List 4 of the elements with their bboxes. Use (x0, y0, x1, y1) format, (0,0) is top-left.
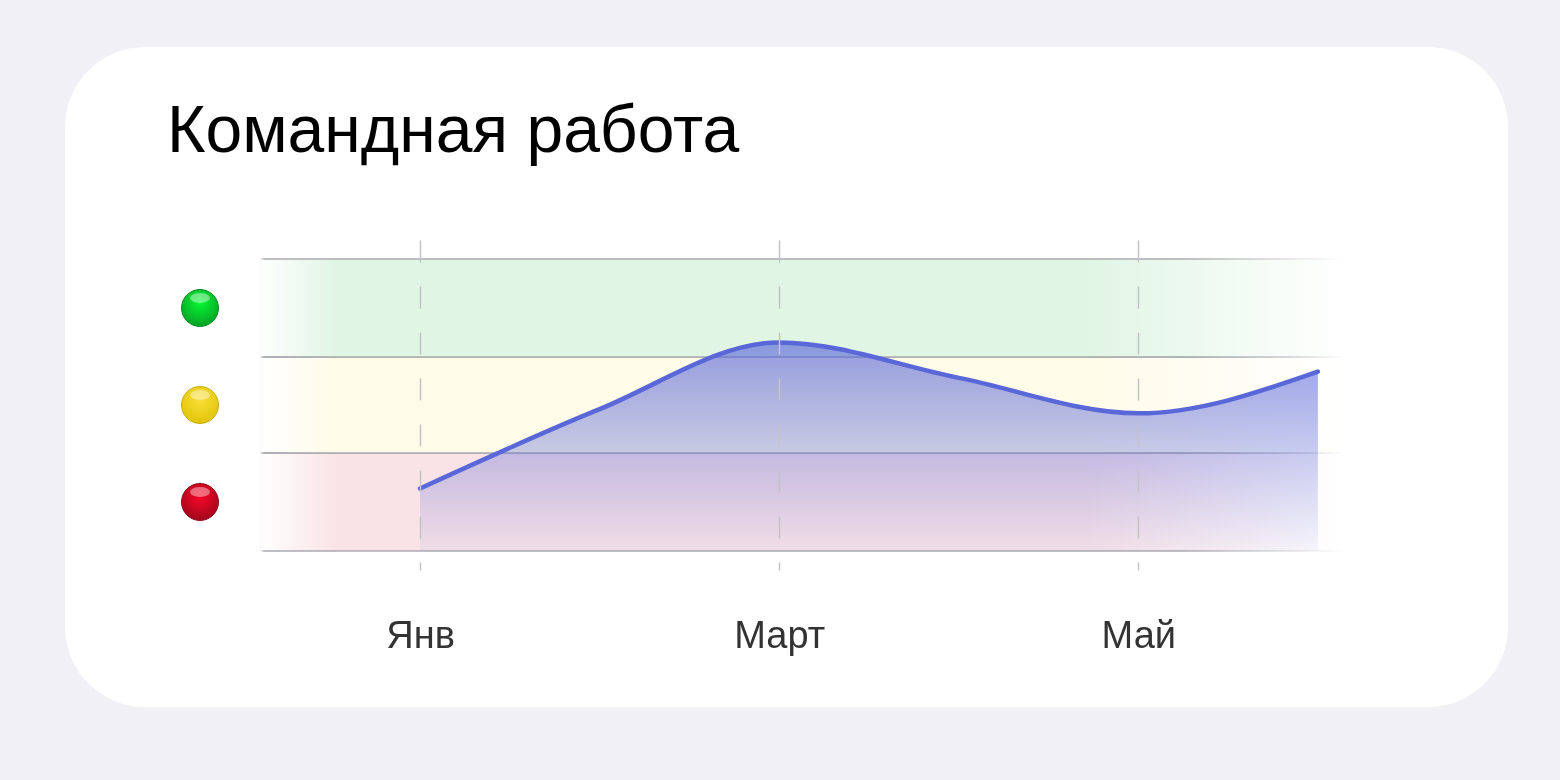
x-tick-label: Май (1101, 613, 1177, 656)
x-tick-label: Янв (386, 613, 455, 656)
x-tick-label: Март (734, 613, 826, 656)
chart-title: Командная работа (167, 92, 740, 166)
